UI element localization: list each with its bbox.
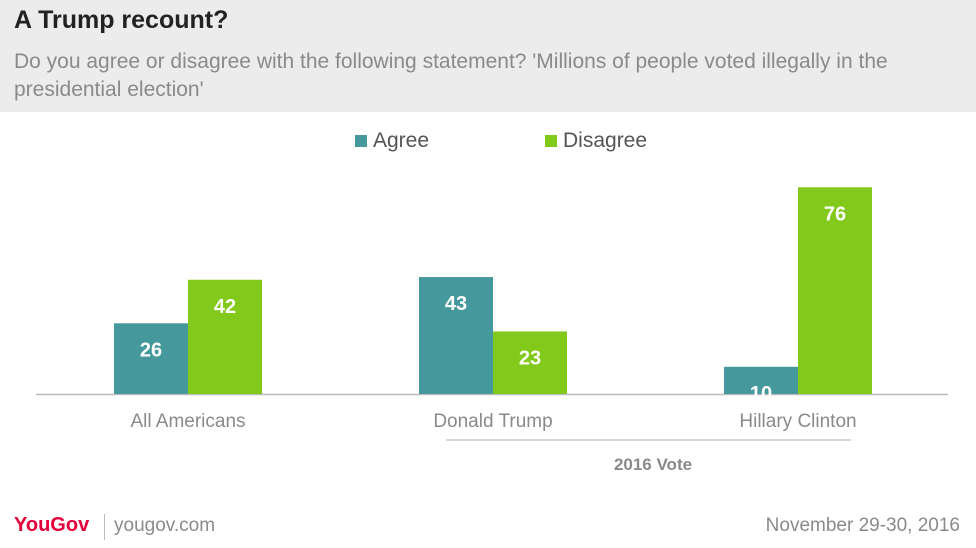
category-label-all-americans: All Americans — [130, 411, 245, 432]
legend-swatch-disagree — [545, 135, 557, 147]
bar-value-agree-hillary-clinton: 10 — [750, 383, 772, 405]
footer-divider — [104, 514, 105, 540]
bar-value-agree-donald-trump: 43 — [445, 293, 467, 315]
footer-site: yougov.com — [114, 515, 216, 536]
legend-item-agree: Agree — [355, 128, 429, 154]
bar-agree-hillary-clinton — [724, 366, 798, 394]
legend-swatch-agree — [355, 135, 367, 147]
bar-chart: 26 42 All Americans 43 23 Donald Trump 10 76 Hil… — [36, 187, 948, 474]
legend: Agree Disagree — [0, 128, 976, 154]
footer-date: November 29-30, 2016 — [765, 515, 960, 536]
legend-item-disagree: Disagree — [545, 128, 647, 154]
yougov-logo: YouGov — [14, 514, 90, 536]
category-label-donald-trump: Donald Trump — [433, 411, 552, 432]
group-label-2016-vote: 2016 Vote — [614, 455, 692, 474]
chart-subtitle: Do you agree or disagree with the follow… — [14, 50, 888, 101]
legend-label-agree: Agree — [373, 129, 430, 152]
bar-agree-donald-trump — [419, 277, 493, 394]
bar-disagree-all-americans — [188, 279, 262, 394]
bar-disagree-hillary-clinton — [798, 187, 872, 394]
bar-value-disagree-donald-trump: 23 — [519, 347, 541, 369]
bar-agree-all-americans — [114, 323, 188, 394]
bar-value-agree-all-americans: 26 — [140, 339, 162, 361]
bar-value-disagree-all-americans: 42 — [214, 296, 236, 318]
category-label-hillary-clinton: Hillary Clinton — [739, 411, 856, 432]
header-banner: A Trump recount? Do you agree or disagre… — [0, 0, 976, 112]
chart-title: A Trump recount? — [14, 6, 229, 34]
bar-disagree-donald-trump — [493, 331, 567, 394]
bar-value-disagree-hillary-clinton: 76 — [824, 203, 846, 225]
legend-label-disagree: Disagree — [563, 129, 648, 152]
